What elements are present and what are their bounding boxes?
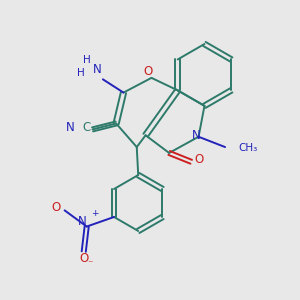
Text: O: O (194, 153, 203, 166)
Text: CH₃: CH₃ (238, 142, 258, 153)
Text: C: C (82, 122, 90, 134)
Text: O: O (80, 252, 89, 265)
Text: N: N (93, 63, 102, 76)
Text: N: N (192, 129, 201, 142)
Text: O: O (52, 201, 61, 214)
Text: +: + (91, 209, 99, 218)
Text: N: N (66, 122, 75, 134)
Text: H: H (77, 68, 85, 78)
Text: N: N (78, 215, 87, 228)
Text: ⁻: ⁻ (88, 259, 93, 269)
Text: H: H (83, 55, 91, 65)
Text: O: O (143, 65, 153, 78)
